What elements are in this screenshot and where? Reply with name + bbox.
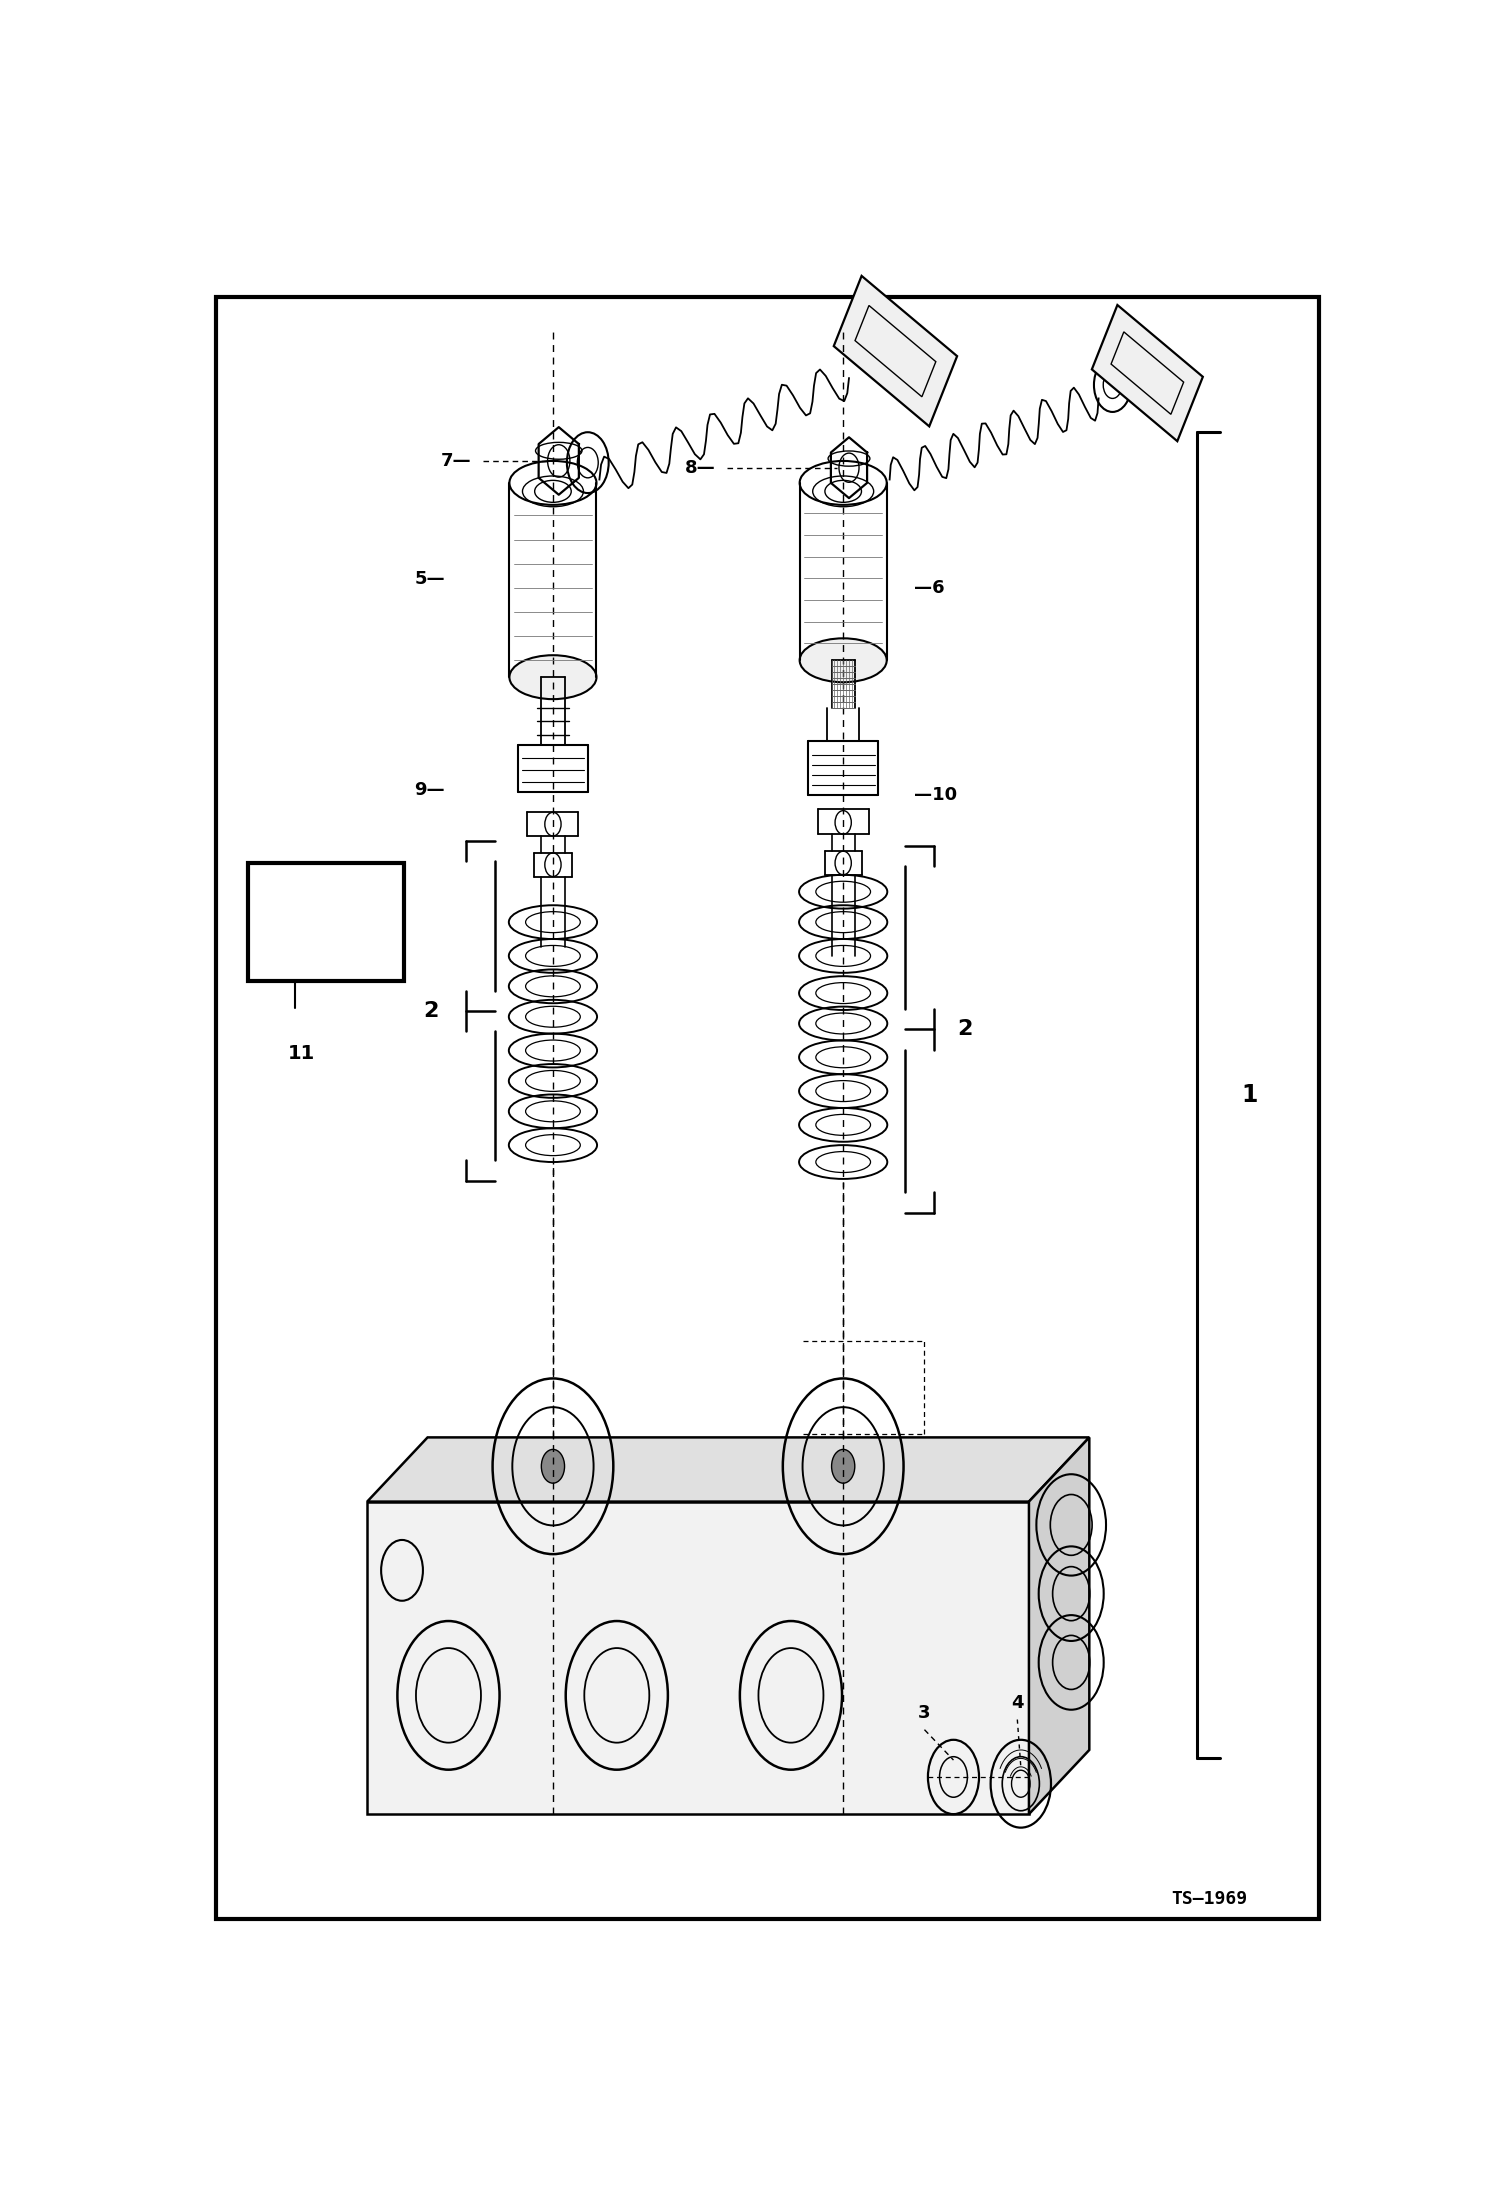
Text: TS—1969: TS—1969 (1171, 1889, 1246, 1907)
Text: 2: 2 (424, 1000, 439, 1020)
Circle shape (541, 1450, 565, 1483)
Text: 4: 4 (1011, 1694, 1023, 1711)
Polygon shape (834, 276, 957, 426)
Polygon shape (1029, 1437, 1089, 1814)
Ellipse shape (509, 656, 596, 700)
Bar (247, 862, 404, 981)
Ellipse shape (800, 638, 887, 682)
Bar (367, 1501, 1029, 1814)
Text: 2: 2 (957, 1020, 972, 1040)
Text: 5—: 5— (415, 570, 445, 588)
Text: 9—: 9— (415, 781, 445, 799)
Polygon shape (1092, 305, 1203, 441)
Text: 1: 1 (1242, 1084, 1258, 1108)
Text: 7—: 7— (440, 452, 472, 470)
Polygon shape (367, 1437, 1089, 1501)
Text: 8—: 8— (685, 459, 716, 476)
Text: 3: 3 (918, 1705, 930, 1722)
Text: —6: —6 (914, 579, 945, 597)
Text: 11: 11 (288, 1044, 315, 1062)
Text: —10: —10 (914, 785, 957, 805)
Circle shape (831, 1450, 855, 1483)
